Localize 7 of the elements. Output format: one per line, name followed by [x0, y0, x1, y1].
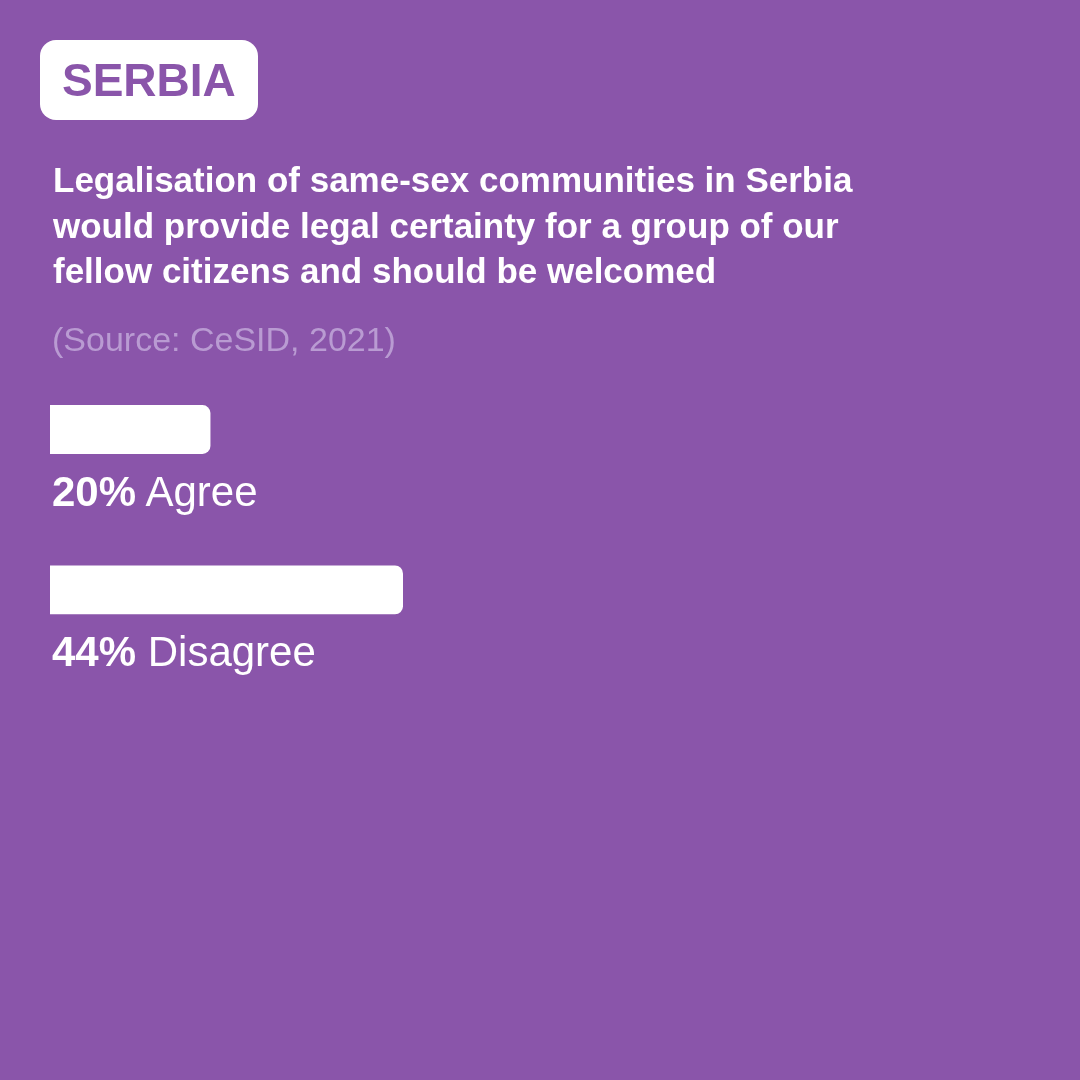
data-label: 44% [52, 628, 137, 675]
text: (Source: CeSID, 2021) [52, 320, 396, 358]
data-label: 20% [52, 468, 137, 515]
chart-title: Legalisation of same-sex communities in Serbia would provide legal certainty for a group of our fellow citizens and should be welcomed [52, 160, 853, 290]
y-tick-label: Disagree [147, 628, 316, 675]
y-tick-label: Agree [145, 468, 258, 515]
text: SERBIA [40, 40, 258, 120]
